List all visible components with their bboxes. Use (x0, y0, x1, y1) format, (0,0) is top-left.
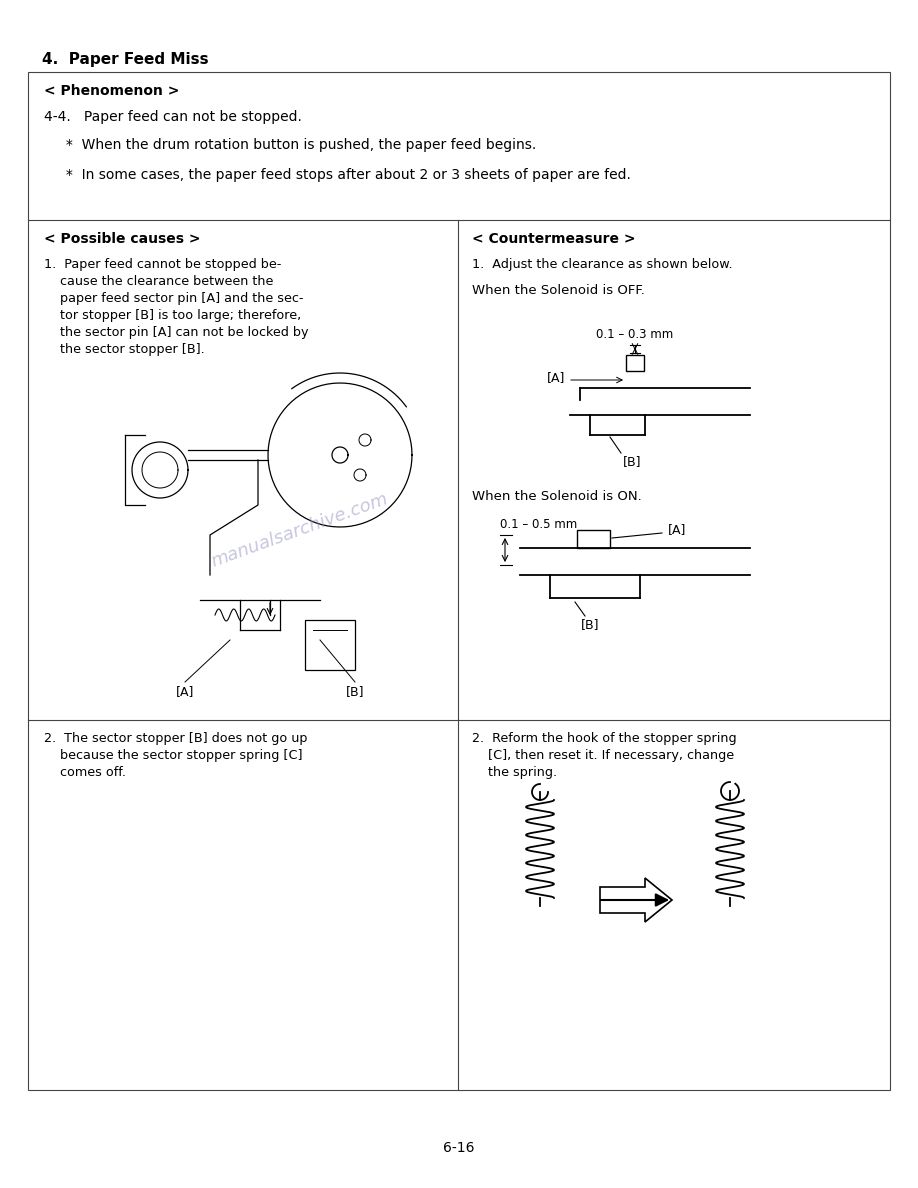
Text: tor stopper [B] is too large; therefore,: tor stopper [B] is too large; therefore, (44, 309, 301, 322)
Text: [A]: [A] (546, 372, 565, 385)
Text: [B]: [B] (622, 455, 642, 468)
Bar (577, 530, 610, 548)
Polygon shape (600, 878, 672, 922)
Text: [C], then reset it. If necessary, change: [C], then reset it. If necessary, change (472, 748, 734, 762)
Text: 6-16: 6-16 (443, 1140, 475, 1155)
Text: because the sector stopper spring [C]: because the sector stopper spring [C] (44, 748, 303, 762)
Text: paper feed sector pin [A] and the sec-: paper feed sector pin [A] and the sec- (44, 292, 304, 305)
Text: 0.1 – 0.3 mm: 0.1 – 0.3 mm (597, 328, 674, 341)
Text: the sector pin [A] can not be locked by: the sector pin [A] can not be locked by (44, 326, 308, 339)
Text: [B]: [B] (346, 685, 364, 699)
Text: < Countermeasure >: < Countermeasure > (472, 232, 635, 246)
Text: *  When the drum rotation button is pushed, the paper feed begins.: * When the drum rotation button is pushe… (44, 138, 536, 152)
Text: 1.  Adjust the clearance as shown below.: 1. Adjust the clearance as shown below. (472, 258, 733, 271)
Text: 4-4.   Paper feed can not be stopped.: 4-4. Paper feed can not be stopped. (44, 110, 302, 124)
Text: the spring.: the spring. (472, 766, 557, 779)
Text: 4.  Paper Feed Miss: 4. Paper Feed Miss (42, 52, 208, 67)
Text: cause the clearance between the: cause the clearance between the (44, 274, 274, 287)
Text: 2.  Reform the hook of the stopper spring: 2. Reform the hook of the stopper spring (472, 732, 736, 745)
Text: When the Solenoid is ON.: When the Solenoid is ON. (472, 489, 642, 503)
Text: manualsarchive.com: manualsarchive.com (209, 489, 391, 570)
Text: [B]: [B] (581, 618, 599, 631)
Text: 1.  Paper feed cannot be stopped be-: 1. Paper feed cannot be stopped be- (44, 258, 282, 271)
Text: < Phenomenon >: < Phenomenon > (44, 84, 179, 97)
Text: 2.  The sector stopper [B] does not go up: 2. The sector stopper [B] does not go up (44, 732, 308, 745)
Bar (305, 620, 355, 670)
Bar (28, 72, 890, 1091)
Text: comes off.: comes off. (44, 766, 126, 779)
Text: 0.1 – 0.5 mm: 0.1 – 0.5 mm (500, 518, 577, 531)
Text: the sector stopper [B].: the sector stopper [B]. (44, 343, 205, 356)
Text: < Possible causes >: < Possible causes > (44, 232, 200, 246)
Text: When the Solenoid is OFF.: When the Solenoid is OFF. (472, 284, 644, 297)
Text: *  In some cases, the paper feed stops after about 2 or 3 sheets of paper are fe: * In some cases, the paper feed stops af… (44, 168, 631, 182)
Bar (626, 355, 644, 371)
Text: [A]: [A] (176, 685, 195, 699)
Text: [A]: [A] (668, 524, 687, 537)
